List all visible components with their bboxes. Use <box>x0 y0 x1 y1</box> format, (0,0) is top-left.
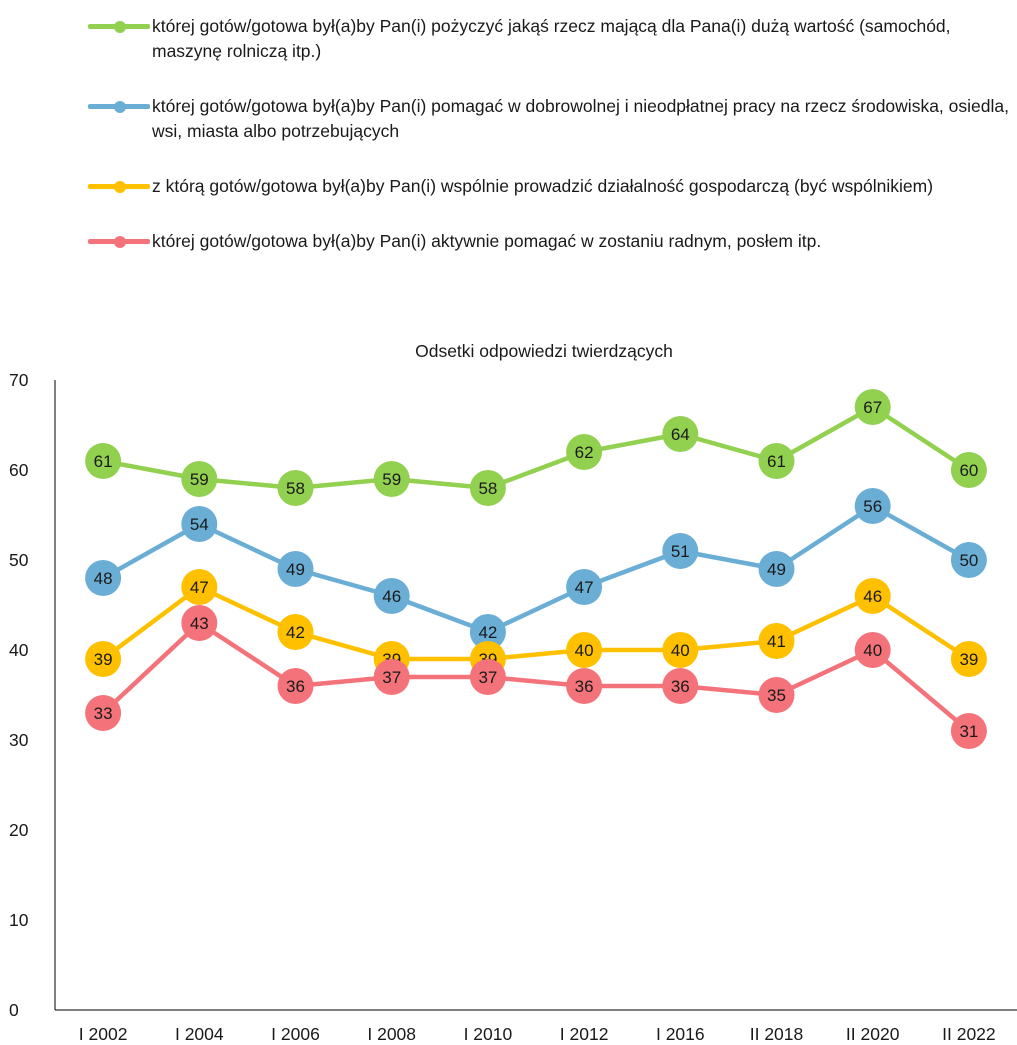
x-tick-label: II 2020 <box>846 1024 900 1044</box>
data-label: 36 <box>575 677 594 696</box>
data-label: 46 <box>863 587 882 606</box>
data-label: 67 <box>863 398 882 417</box>
data-label: 58 <box>478 479 497 498</box>
data-label: 42 <box>478 623 497 642</box>
legend-swatch-blue <box>88 104 150 109</box>
y-tick-label: 50 <box>9 550 29 570</box>
legend-swatch-red <box>88 239 150 244</box>
data-label: 47 <box>575 578 594 597</box>
data-label: 61 <box>767 452 786 471</box>
data-label: 36 <box>286 677 305 696</box>
data-label: 35 <box>767 686 786 705</box>
data-label: 41 <box>767 632 786 651</box>
data-label: 49 <box>767 560 786 579</box>
legend-label: której gotów/gotowa był(a)by Pan(i) poży… <box>152 16 951 61</box>
data-label: 42 <box>286 623 305 642</box>
legend-label: której gotów/gotowa był(a)by Pan(i) poma… <box>152 96 1009 141</box>
data-label: 58 <box>286 479 305 498</box>
data-label: 31 <box>959 722 978 741</box>
data-label: 40 <box>671 641 690 660</box>
data-label: 46 <box>382 587 401 606</box>
series-line <box>103 587 969 659</box>
data-label: 60 <box>959 461 978 480</box>
data-label: 37 <box>382 668 401 687</box>
data-label: 59 <box>382 470 401 489</box>
data-label: 33 <box>94 704 113 723</box>
data-label: 51 <box>671 542 690 561</box>
legend-item-lend: której gotów/gotowa był(a)by Pan(i) poży… <box>88 14 1013 64</box>
data-label: 56 <box>863 497 882 516</box>
y-tick-label: 60 <box>9 460 29 480</box>
data-label: 36 <box>671 677 690 696</box>
chart-title: Odsetki odpowiedzi twierdzących <box>415 341 673 361</box>
data-label: 62 <box>575 443 594 462</box>
data-label: 59 <box>190 470 209 489</box>
data-label: 40 <box>863 641 882 660</box>
data-label: 39 <box>94 650 113 669</box>
x-tick-label: I 2012 <box>560 1024 609 1044</box>
legend-label: której gotów/gotowa był(a)by Pan(i) akty… <box>152 231 821 251</box>
legend-item-volunteer: której gotów/gotowa był(a)by Pan(i) poma… <box>88 94 1013 144</box>
x-tick-label: I 2006 <box>271 1024 320 1044</box>
series-line <box>103 623 969 731</box>
series-1: 48 54 49 46 42 47 51 49 56 50 <box>85 488 987 650</box>
data-label: 54 <box>190 515 209 534</box>
data-label: 48 <box>94 569 113 588</box>
series-3: 33 43 36 37 37 36 36 35 40 31 <box>85 605 987 749</box>
legend-item-business: z którą gotów/gotowa był(a)by Pan(i) wsp… <box>88 174 1013 199</box>
y-tick-label: 0 <box>9 1000 19 1020</box>
x-tick-label: II 2018 <box>750 1024 804 1044</box>
x-tick-label: I 2010 <box>464 1024 513 1044</box>
data-label: 49 <box>286 560 305 579</box>
x-tick-label: I 2002 <box>79 1024 128 1044</box>
chart-series: 61 59 58 59 58 62 64 61 67 60 48 54 49 46 42 47 51 49 56 50… <box>85 389 987 749</box>
y-tick-label: 40 <box>9 640 29 660</box>
legend-label: z którą gotów/gotowa był(a)by Pan(i) wsp… <box>152 176 933 196</box>
data-label: 40 <box>575 641 594 660</box>
data-label: 43 <box>190 614 209 633</box>
series-0: 61 59 58 59 58 62 64 61 67 60 <box>85 389 987 506</box>
legend-item-councillor: której gotów/gotowa był(a)by Pan(i) akty… <box>88 229 1013 254</box>
series-line <box>103 407 969 488</box>
x-tick-label: II 2022 <box>942 1024 996 1044</box>
data-label: 47 <box>190 578 209 597</box>
x-tick-label: I 2004 <box>175 1024 224 1044</box>
y-tick-label: 30 <box>9 730 29 750</box>
data-label: 61 <box>94 452 113 471</box>
legend-swatch-yellow <box>88 184 150 189</box>
data-label: 50 <box>959 551 978 570</box>
chart-legend: której gotów/gotowa był(a)by Pan(i) poży… <box>88 14 1013 284</box>
y-tick-label: 70 <box>9 370 29 390</box>
y-tick-label: 20 <box>9 820 29 840</box>
data-label: 39 <box>959 650 978 669</box>
x-tick-label: I 2008 <box>367 1024 416 1044</box>
line-chart: Odsetki odpowiedzi twierdzących 0 10 20 30 4… <box>0 330 1017 1045</box>
y-tick-label: 10 <box>9 910 29 930</box>
x-tick-label: I 2016 <box>656 1024 705 1044</box>
legend-swatch-green <box>88 24 150 29</box>
data-label: 37 <box>478 668 497 687</box>
data-label: 64 <box>671 425 690 444</box>
